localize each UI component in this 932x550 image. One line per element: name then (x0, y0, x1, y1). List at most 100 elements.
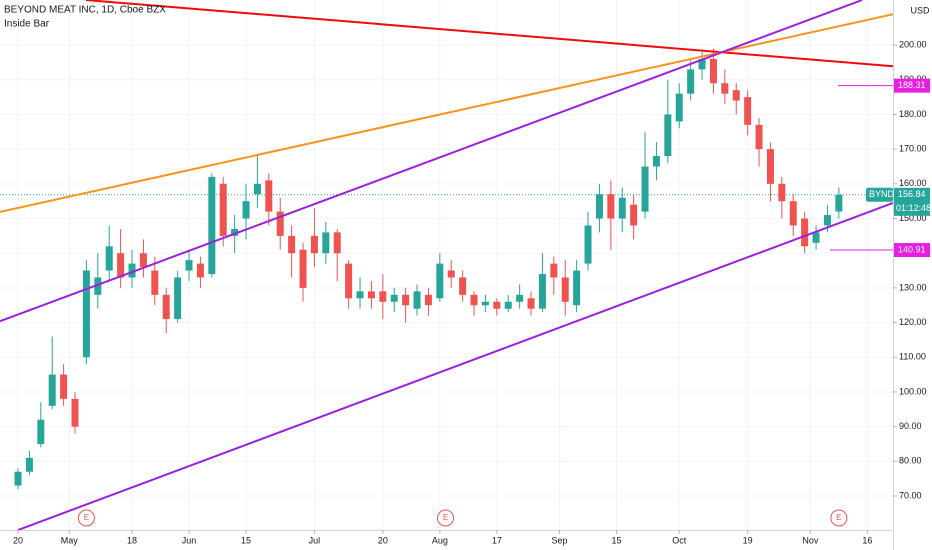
candle-body (595, 194, 603, 219)
candle-body (185, 260, 193, 271)
x-tick-label: 15 (612, 535, 622, 545)
currency: USD (910, 5, 930, 15)
earnings-label: E (443, 513, 448, 522)
candle-body (60, 374, 68, 399)
y-tick-label: 200.00 (899, 39, 927, 49)
trend-line (0, 0, 863, 323)
x-tick-label: 20 (13, 535, 23, 545)
candle-body (436, 263, 444, 299)
level-label: 140.91 (898, 244, 926, 254)
x-tick-label: Sep (552, 535, 568, 545)
y-tick-label: 180.00 (899, 109, 927, 119)
candle-body (105, 246, 113, 271)
trend-line (17, 201, 893, 530)
earnings-label: E (84, 513, 89, 522)
candle-body (208, 176, 216, 275)
y-tick-label: 120.00 (899, 317, 927, 327)
candle-body (94, 277, 102, 295)
candle-body (253, 183, 261, 195)
x-tick-label: Jul (309, 535, 321, 545)
candle-body (151, 270, 159, 295)
candle-body (345, 263, 353, 299)
candle-body (744, 97, 752, 125)
candle-body (128, 263, 136, 278)
y-tick-label: 130.00 (899, 282, 927, 292)
candle-body (265, 180, 273, 212)
trend-line (85, 0, 893, 68)
candle-body (82, 270, 90, 358)
candle-body (721, 83, 729, 94)
candle-body (322, 232, 330, 254)
candle-body (231, 228, 239, 236)
candle-body (356, 291, 364, 299)
trend-line (0, 13, 893, 213)
x-tick-label: 19 (743, 535, 753, 545)
earnings-label: E (836, 513, 841, 522)
chart-title: BEYOND MEAT INC, 1D, Cboe BZX (4, 5, 166, 16)
candle-body (71, 398, 79, 427)
x-tick-label: 18 (127, 535, 137, 545)
candle-body (527, 298, 535, 309)
candle-body (117, 253, 125, 278)
candle-body (561, 277, 569, 302)
candle-body (641, 166, 649, 212)
x-tick-label: 15 (241, 535, 251, 545)
candle-body (755, 124, 763, 150)
candle-body (687, 69, 695, 94)
y-tick-label: 80.00 (899, 456, 922, 466)
x-tick-label: May (61, 535, 79, 545)
level-tag (894, 78, 930, 93)
candle-body (310, 235, 318, 254)
candle-body (573, 270, 581, 306)
candle-body (459, 277, 467, 295)
candle-body (766, 149, 774, 184)
candle-body (618, 197, 626, 219)
candle-body (516, 294, 524, 302)
y-tick-label: 70.00 (899, 490, 922, 500)
candle-body (14, 471, 22, 486)
countdown: 01:12:48 (896, 203, 931, 213)
indicator-name: Inside Bar (4, 19, 50, 30)
candle-body (550, 263, 558, 278)
candle-body (25, 457, 33, 472)
level-tag (894, 243, 930, 258)
x-tick-label: Jun (182, 535, 197, 545)
candle-body (242, 201, 250, 219)
y-tick-label: 90.00 (899, 421, 922, 431)
candle-body (413, 291, 421, 309)
earnings-marker (830, 509, 848, 527)
candle-body (493, 301, 501, 309)
candle-body (481, 301, 489, 306)
candle-body (288, 235, 296, 254)
candle-body (823, 215, 831, 226)
x-tick-label: Oct (672, 535, 687, 545)
candle-body (778, 183, 786, 202)
candle-body (630, 204, 638, 226)
candle-body (379, 291, 387, 302)
candle-body (664, 114, 672, 157)
y-tick-label: 110.00 (899, 352, 926, 362)
candle-body (652, 156, 660, 167)
candle-body (538, 274, 546, 309)
y-tick-label: 150.00 (899, 213, 927, 223)
candle-body (48, 374, 56, 406)
candle-body (504, 301, 512, 309)
candle-body (732, 90, 740, 101)
symbol-label: BYND (869, 189, 895, 199)
candle-body (402, 294, 410, 306)
candle-body (367, 291, 375, 299)
candle-body (174, 277, 182, 320)
candle-body (276, 211, 284, 236)
earnings-marker (437, 509, 455, 527)
level-label: 188.31 (898, 80, 926, 90)
candle-body (37, 419, 45, 444)
x-tick-label: Nov (802, 535, 819, 545)
x-tick-label: 20 (378, 535, 388, 545)
plot-area (0, 0, 893, 530)
price-tag (894, 187, 930, 216)
candle-body (789, 201, 797, 226)
candle-body (447, 270, 455, 278)
candle-body (219, 183, 227, 236)
